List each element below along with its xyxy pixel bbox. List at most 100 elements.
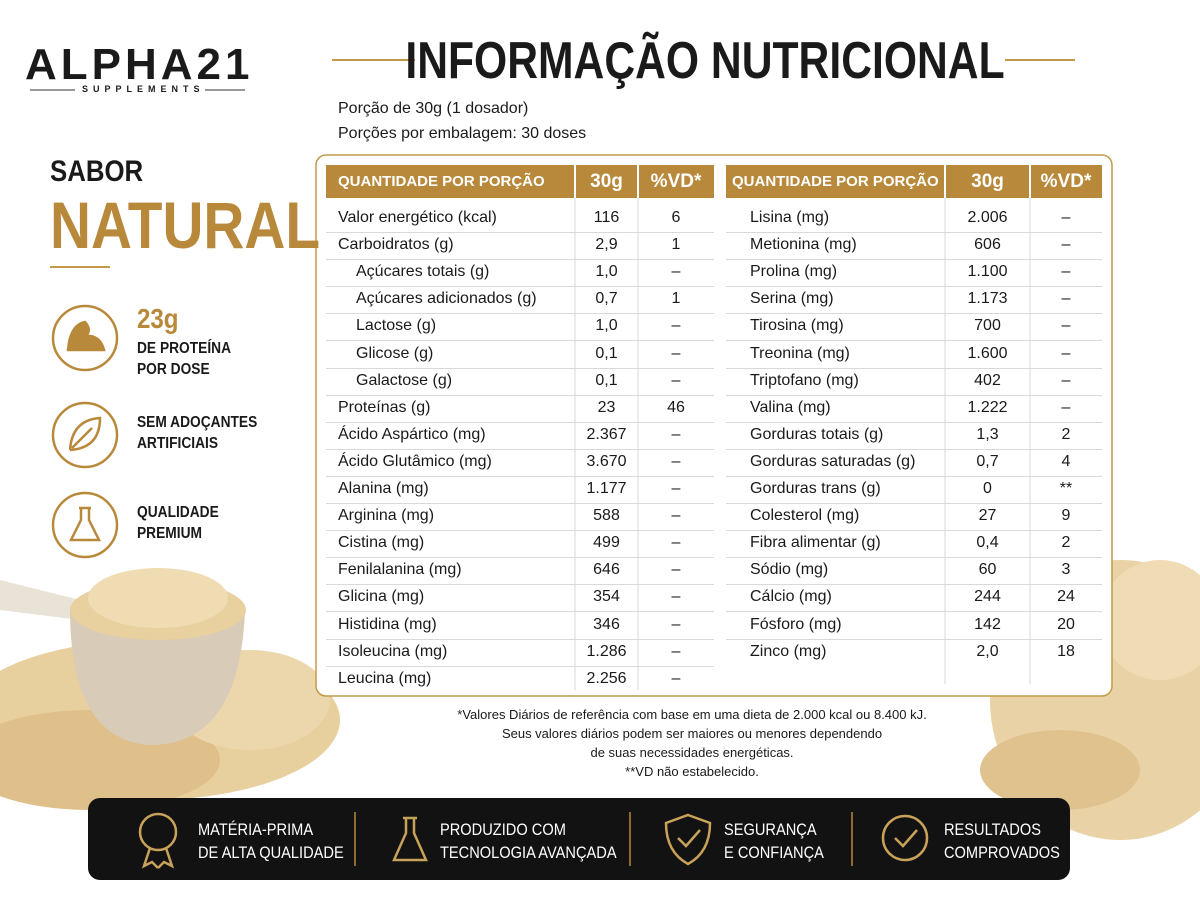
daily-value: 3 — [1061, 561, 1071, 579]
amount: 0,7 — [595, 290, 618, 308]
scoop — [0, 568, 246, 745]
row-divider — [726, 448, 1102, 450]
footnote: *Valores Diários de referência com base … — [457, 707, 927, 722]
daily-value: – — [1061, 209, 1071, 226]
daily-value: – — [671, 344, 681, 362]
amount: 60 — [978, 561, 997, 579]
row-divider — [726, 232, 1102, 233]
row-divider — [326, 530, 714, 532]
row-divider — [326, 475, 714, 477]
amount: 2,0 — [976, 642, 999, 660]
daily-value: – — [671, 263, 681, 281]
amount: 354 — [593, 588, 620, 606]
daily-value: – — [1061, 263, 1071, 281]
daily-value: – — [671, 561, 681, 579]
daily-value: – — [671, 317, 681, 335]
feature-text: QUALIDADE — [137, 504, 219, 521]
feature-highlight: 23g — [137, 303, 179, 334]
daily-value: 1 — [671, 290, 681, 308]
daily-value: 2 — [1061, 425, 1071, 443]
nutrient-name: Histidina (mg) — [338, 615, 437, 633]
table-frame — [315, 154, 1113, 697]
nutrient-name: Treonina (mg) — [750, 344, 850, 362]
amount: 1.177 — [586, 480, 627, 497]
row-divider — [726, 421, 1102, 423]
serving-line: Porções por embalagem: 30 doses — [338, 125, 587, 142]
daily-value: – — [671, 507, 681, 525]
daily-value: 2 — [1061, 534, 1071, 552]
amount: 588 — [593, 507, 620, 525]
amount: 1,0 — [595, 263, 618, 281]
daily-value: 18 — [1057, 642, 1075, 660]
amount: 0,7 — [976, 452, 999, 470]
nutrient-name: Cistina (mg) — [338, 534, 425, 552]
nutrient-name: Valina (mg) — [750, 398, 831, 416]
amount: 3.670 — [586, 452, 627, 470]
nutrient-name: Valor energético (kcal) — [338, 209, 497, 226]
table-header-bg — [726, 165, 1102, 198]
table-header: %VD* — [650, 171, 702, 192]
amount: 2.367 — [586, 425, 627, 443]
daily-value: – — [1061, 398, 1071, 416]
daily-value: 4 — [1061, 452, 1071, 470]
badge-text: TECNOLOGIA AVANÇADA — [440, 843, 617, 862]
amount: 0 — [983, 480, 992, 497]
badge-text: MATÉRIA-PRIMA — [198, 820, 314, 839]
amount: 2,9 — [595, 236, 618, 254]
row-divider — [726, 259, 1102, 261]
feature-text: PREMIUM — [137, 525, 202, 542]
daily-value: – — [1061, 236, 1071, 254]
daily-value: – — [671, 371, 681, 389]
amount: 1.100 — [967, 263, 1008, 281]
nutrient-name: Fenilalanina (mg) — [338, 561, 462, 579]
daily-value: 1 — [671, 236, 681, 254]
daily-value: – — [1061, 371, 1071, 389]
table-header: QUANTIDADE POR PORÇÃO — [338, 173, 545, 190]
table-header-bg — [326, 165, 714, 198]
daily-value: 24 — [1057, 588, 1075, 606]
brand-tagline: SUPPLEMENTS — [82, 84, 205, 94]
feature-text: SEM ADOÇANTES — [137, 414, 258, 431]
nutrient-name: Isoleucina (mg) — [338, 642, 448, 660]
nutrient-name: Gorduras totais (g) — [750, 425, 884, 443]
daily-value: 9 — [1061, 507, 1071, 525]
nutrient-name: Prolina (mg) — [750, 263, 838, 281]
nutrient-name: Colesterol (mg) — [750, 507, 860, 525]
amount: 1.286 — [586, 642, 627, 660]
amount: 1.222 — [967, 398, 1008, 416]
nutrient-name: Açúcares totais (g) — [356, 263, 490, 281]
feature-text: POR DOSE — [137, 361, 210, 378]
row-divider — [326, 584, 714, 586]
amount: 346 — [593, 615, 620, 633]
nutrient-name: Galactose (g) — [356, 371, 453, 389]
amount: 1.173 — [967, 290, 1008, 308]
nutrient-name: Alanina (mg) — [338, 480, 429, 497]
amount: 2.256 — [586, 669, 627, 687]
title: INFORMAÇÃO NUTRICIONAL — [405, 32, 1005, 90]
amount: 27 — [978, 507, 997, 525]
daily-value: – — [671, 642, 681, 660]
daily-value: 46 — [667, 398, 685, 416]
footnote: de suas necessidades energéticas. — [590, 745, 794, 760]
daily-value: 20 — [1057, 615, 1075, 633]
row-divider — [726, 530, 1102, 532]
badge-text: PRODUZIDO COM — [440, 820, 566, 839]
table-header: QUANTIDADE POR PORÇÃO — [732, 173, 939, 190]
nutrient-name: Açúcares adicionados (g) — [356, 290, 537, 308]
feature-text: ARTIFICIAIS — [137, 435, 219, 452]
row-divider — [326, 448, 714, 450]
amount: 0,1 — [595, 371, 618, 389]
badge-text: RESULTADOS — [944, 820, 1041, 839]
nutrient-name: Zinco (mg) — [750, 642, 827, 660]
amount: 244 — [974, 588, 1001, 606]
amount: 23 — [597, 398, 616, 416]
amount: 1,3 — [976, 425, 999, 443]
badge-text: COMPROVADOS — [944, 843, 1060, 862]
row-divider — [326, 557, 714, 559]
serving-line: Porção de 30g (1 dosador) — [338, 100, 529, 117]
row-divider — [326, 286, 714, 288]
daily-value: 6 — [671, 209, 681, 226]
daily-value: – — [671, 588, 681, 606]
daily-value: – — [671, 452, 681, 470]
